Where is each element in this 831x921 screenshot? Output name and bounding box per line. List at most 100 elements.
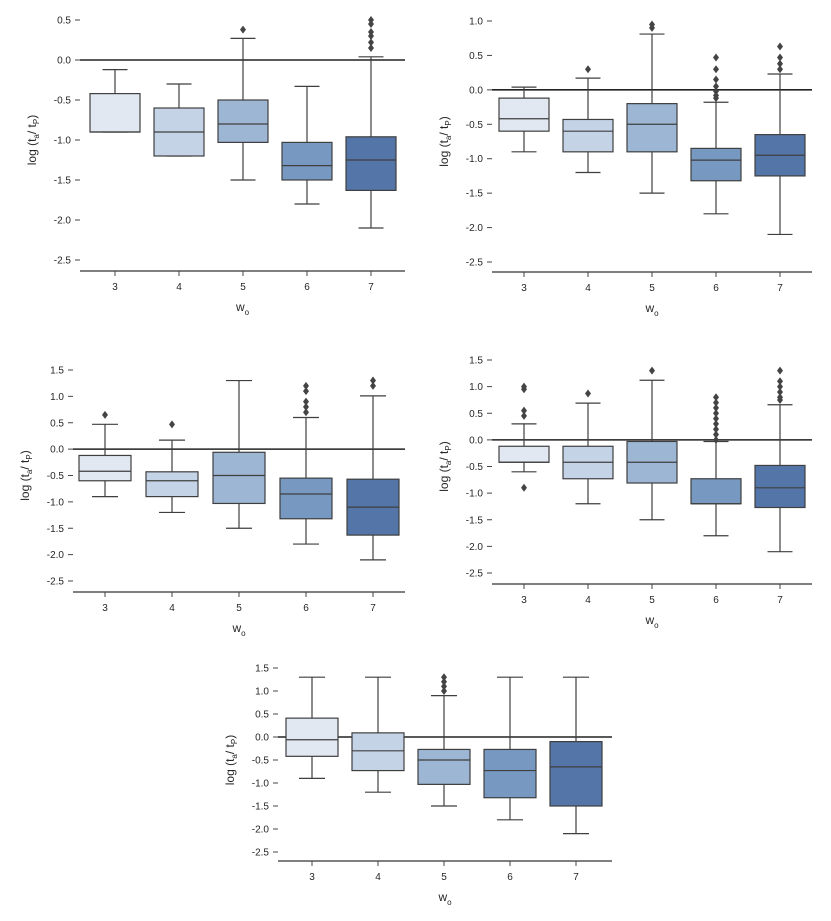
outlier-point — [240, 25, 246, 34]
x-tick-label: 3 — [521, 595, 527, 606]
y-tick-label: -2.5 — [47, 577, 65, 588]
box-iqr — [345, 136, 397, 192]
box-3 — [285, 676, 339, 780]
x-axis-label: wo — [437, 890, 452, 907]
x-tick-label: 4 — [176, 282, 182, 293]
outlier-point — [303, 387, 309, 396]
y-tick-label: -2.0 — [47, 550, 65, 561]
outlier-point — [713, 430, 719, 439]
box-5 — [217, 25, 269, 181]
outlier-point — [441, 677, 447, 686]
box-5 — [417, 673, 471, 807]
outlier-point — [777, 65, 783, 74]
outlier-point — [777, 59, 783, 68]
x-tick-label: 7 — [370, 603, 376, 614]
y-axis-label-part: a — [230, 754, 239, 759]
y-tick-label: -0.5 — [466, 462, 484, 473]
chart-panel-top-right: 1.0 0.5 0.0 -0.5 -1.0 -1.5 -2.0 -2.5 log (ta/ tP… — [437, 17, 812, 318]
x-axis-label-sub: o — [245, 308, 250, 317]
x-tick-label: 7 — [573, 872, 579, 883]
y-axis-label-part: P — [25, 454, 34, 459]
x-tick-label: 3 — [521, 283, 527, 294]
x-tick-label: 5 — [649, 595, 655, 606]
y-tick-label: -2.5 — [466, 258, 484, 269]
box-iqr — [483, 748, 537, 799]
outlier-point — [713, 87, 719, 96]
outlier-point — [713, 53, 719, 62]
y-tick-label: 0.0 — [57, 56, 71, 67]
box-4 — [145, 420, 199, 514]
chart-panel-bottom-center: 1.5 1.0 0.5 0.0 -0.5 -1.0 -1.5 -2.0 -2.5 log (ta/… — [223, 664, 612, 907]
y-axis-label-part: log (t — [437, 464, 451, 491]
y-tick-label: -2.0 — [252, 825, 270, 836]
y-tick-label: -0.5 — [252, 756, 270, 767]
x-tick-label: 3 — [309, 872, 315, 883]
box-4 — [562, 65, 614, 174]
outlier-point — [777, 53, 783, 62]
outlier-point — [521, 483, 527, 492]
y-axis-label: log (ta/ tP) — [18, 450, 34, 501]
y-axis-label-part: ) — [18, 450, 32, 454]
box-6 — [281, 85, 333, 205]
y-axis-label-part: P — [230, 739, 239, 744]
x-axis-label-main: w — [235, 300, 245, 314]
y-tick-label: 0.5 — [469, 409, 483, 420]
x-tick-label: 5 — [240, 282, 246, 293]
box-6 — [279, 381, 333, 545]
y-axis-label-part: / t — [18, 459, 32, 470]
y-tick-label: 0.0 — [255, 733, 269, 744]
outlier-point — [713, 414, 719, 423]
y-tick-label: -1.5 — [252, 802, 270, 813]
box-3 — [498, 382, 550, 492]
y-tick-label: -0.5 — [47, 471, 65, 482]
outlier-point — [713, 82, 719, 91]
y-tick-label: 1.5 — [255, 664, 269, 675]
y-tick-label: -2.0 — [466, 542, 484, 553]
x-axis-label-sub: o — [241, 629, 246, 638]
y-tick-label: 0.0 — [50, 445, 64, 456]
y-tick-label: 0.5 — [50, 418, 64, 429]
outlier-point — [713, 435, 719, 444]
x-tick-label: 4 — [585, 595, 591, 606]
y-axis-label: log (ta/ tP) — [223, 735, 239, 786]
y-axis-label-part: / t — [437, 125, 451, 136]
outlier-point — [303, 397, 309, 406]
box-3 — [498, 86, 550, 153]
outlier-point — [713, 398, 719, 407]
x-axis-label: wo — [231, 621, 246, 638]
y-tick-label: -1.5 — [466, 189, 484, 200]
y-axis-label-part: log (t — [437, 139, 451, 166]
box-iqr — [285, 717, 339, 757]
y-tick-label: -2.5 — [252, 848, 270, 859]
box-iqr — [89, 92, 141, 133]
outlier-point — [713, 403, 719, 412]
x-axis-label-main: w — [231, 621, 241, 635]
y-axis-label-part: / t — [223, 743, 237, 754]
outlier-point — [370, 376, 376, 385]
y-axis-label-part: log (t — [223, 758, 237, 785]
box-4 — [562, 389, 614, 505]
outlier-point — [777, 42, 783, 51]
y-axis-label-part: ) — [223, 735, 237, 739]
outlier-point — [521, 406, 527, 415]
y-tick-label: 1.0 — [50, 392, 64, 403]
y-tick-label: 0.0 — [469, 85, 483, 96]
y-tick-label: 1.0 — [255, 687, 269, 698]
x-axis-label-main: w — [644, 301, 654, 315]
chart-panel-middle-right: 1.5 1.0 0.5 0.0 -0.5 -1.0 -1.5 -2.0 -2.5 log (ta/… — [437, 356, 812, 630]
outlier-point — [368, 32, 374, 40]
y-tick-label: 1.0 — [469, 17, 483, 28]
box-iqr — [690, 147, 742, 182]
y-tick-label: -1.5 — [47, 524, 65, 535]
x-tick-label: 5 — [649, 283, 655, 294]
chart-panel-top-left: 0.5 0.0 -0.5 -1.0 -1.5 -2.0 -2.5 log (ta/ tP) 3 4… — [25, 16, 405, 317]
box-7 — [345, 16, 397, 229]
y-tick-label: -2.0 — [54, 216, 72, 227]
x-axis-label: wo — [644, 613, 659, 630]
y-axis-label-part: ) — [437, 116, 451, 120]
x-tick-label: 7 — [368, 282, 374, 293]
outlier-point — [368, 38, 374, 47]
outlier-point — [303, 402, 309, 411]
y-axis-label-part: log (t — [25, 138, 39, 165]
box-3 — [89, 68, 141, 133]
